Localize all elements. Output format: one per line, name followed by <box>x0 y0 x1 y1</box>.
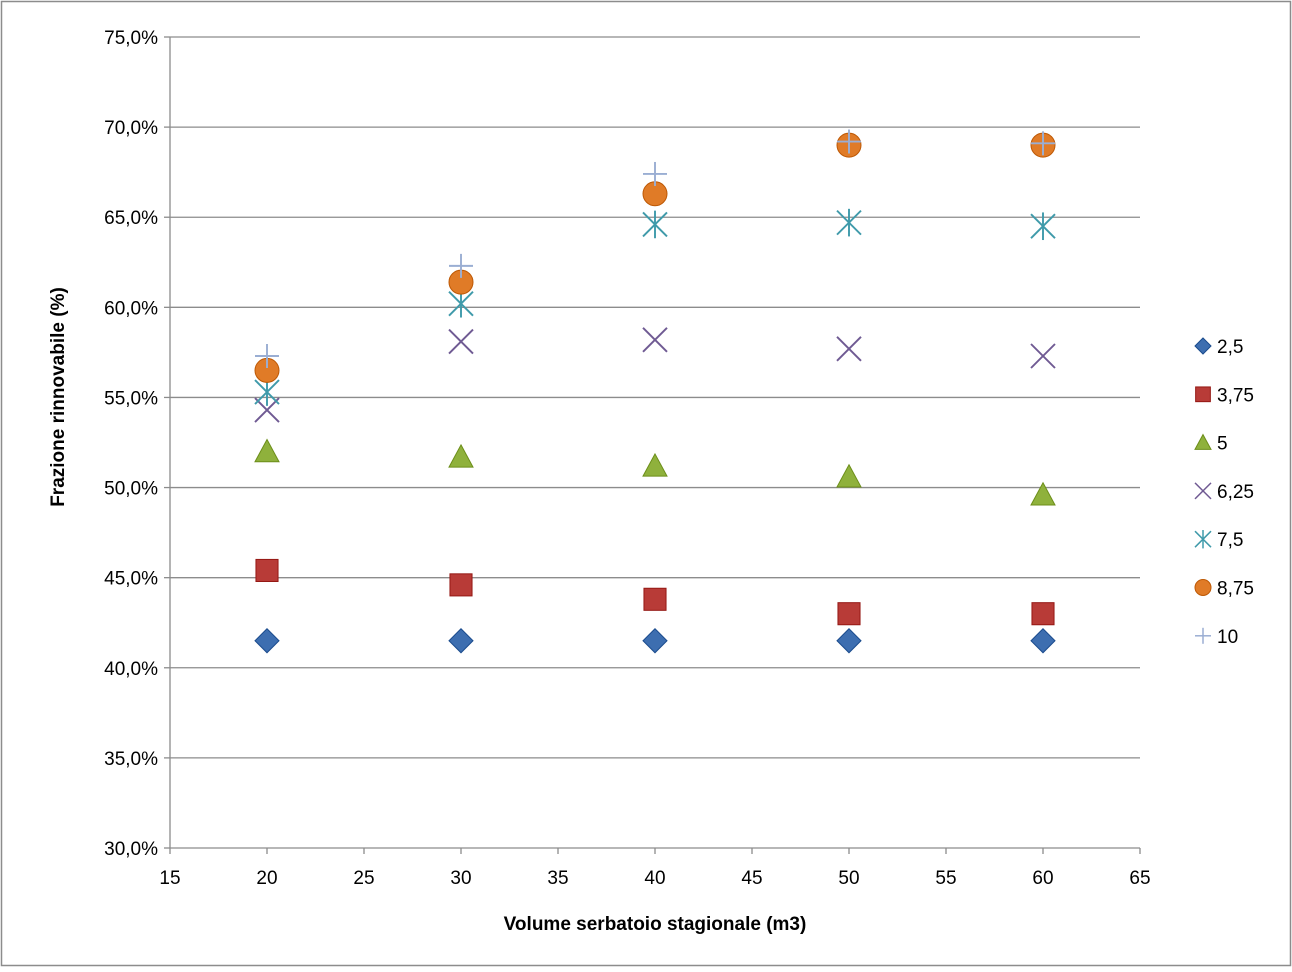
data-point <box>254 438 280 463</box>
gridlines <box>170 36 1140 759</box>
data-point <box>448 443 474 468</box>
legend-item: 10 <box>1195 627 1238 648</box>
x-tick-label: 15 <box>159 868 180 889</box>
x-tick-label: 65 <box>1129 868 1150 889</box>
data-point <box>836 336 862 362</box>
data-point <box>643 161 667 186</box>
legend-item: 5 <box>1194 433 1228 455</box>
y-tick-label: 70,0% <box>104 118 158 139</box>
x-axis-title: Volume serbatoio stagionale (m3) <box>504 914 807 935</box>
series-6,25 <box>254 327 1056 423</box>
y-tick-label: 75,0% <box>104 28 158 49</box>
data-point <box>643 587 667 611</box>
legend-marker <box>1195 627 1211 644</box>
legend-item: 3,75 <box>1195 385 1254 406</box>
data-point <box>448 328 474 355</box>
x-tick-label: 45 <box>741 868 762 889</box>
x-tick-label: 40 <box>644 868 665 889</box>
data-point <box>448 628 474 654</box>
legend-item: 2,5 <box>1194 337 1243 358</box>
data-point <box>837 129 861 154</box>
legend-item: 7,5 <box>1194 530 1243 551</box>
data-point <box>449 573 473 597</box>
data-points <box>254 129 1056 654</box>
tick-labels: 30,0% 35,0% 40,0% 45,0% 50,0% 55,0% 60,0% 65,0%… <box>104 28 1150 889</box>
y-tick-label: 60,0% <box>104 298 158 319</box>
legend-label: 6,25 <box>1217 482 1254 503</box>
x-tick-label: 35 <box>547 868 568 889</box>
data-point <box>1031 131 1055 156</box>
y-tick-label: 40,0% <box>104 659 158 680</box>
data-point <box>255 343 279 368</box>
legend-marker <box>1194 579 1212 596</box>
series-3,75 <box>255 558 1055 626</box>
legend-marker <box>1194 530 1212 549</box>
y-tick-label: 65,0% <box>104 208 158 229</box>
axes <box>164 36 1141 854</box>
x-tick-label: 30 <box>450 868 471 889</box>
data-point <box>642 210 668 239</box>
legend-item: 8,75 <box>1194 579 1254 600</box>
y-tick-label: 50,0% <box>104 479 158 500</box>
x-tick-label: 60 <box>1032 868 1053 889</box>
data-point <box>642 452 668 477</box>
y-axis-title: Frazione rinnovabile (%) <box>48 287 69 507</box>
legend-label: 8,75 <box>1217 579 1254 600</box>
data-point <box>254 628 280 654</box>
data-point <box>836 463 862 488</box>
legend-marker <box>1194 482 1212 500</box>
series-2,5 <box>254 628 1056 654</box>
y-tick-label: 30,0% <box>104 839 158 860</box>
data-point <box>1031 602 1055 626</box>
data-point <box>642 327 668 353</box>
legend-label: 10 <box>1217 627 1238 648</box>
legend-item: 6,25 <box>1194 482 1254 503</box>
data-point <box>1030 628 1056 654</box>
data-point <box>255 558 279 582</box>
series-10 <box>255 129 1055 368</box>
data-point <box>1030 212 1056 241</box>
data-point <box>1030 481 1056 506</box>
data-point <box>1030 343 1056 369</box>
legend-label: 2,5 <box>1217 337 1243 358</box>
y-tick-label: 35,0% <box>104 749 158 770</box>
x-tick-label: 25 <box>353 868 374 889</box>
y-tick-label: 45,0% <box>104 569 158 590</box>
data-point <box>254 397 280 423</box>
legend-marker <box>1194 337 1212 355</box>
y-tick-label: 55,0% <box>104 388 158 409</box>
x-tick-label: 20 <box>256 868 277 889</box>
legend: 2,5 3,75 5 6,25 7,5 8,75 10 <box>1194 337 1254 648</box>
x-tick-label: 50 <box>838 868 859 889</box>
legend-marker <box>1194 433 1212 450</box>
x-tick-label: 55 <box>935 868 956 889</box>
legend-label: 5 <box>1217 434 1228 455</box>
legend-label: 3,75 <box>1217 385 1254 406</box>
data-point <box>642 628 668 654</box>
legend-label: 7,5 <box>1217 530 1243 551</box>
series-7,5 <box>254 208 1056 406</box>
data-point <box>836 628 862 654</box>
series-5 <box>254 438 1056 506</box>
data-point <box>449 253 473 278</box>
data-point <box>837 602 861 626</box>
legend-marker <box>1195 386 1211 403</box>
data-point <box>836 208 862 237</box>
